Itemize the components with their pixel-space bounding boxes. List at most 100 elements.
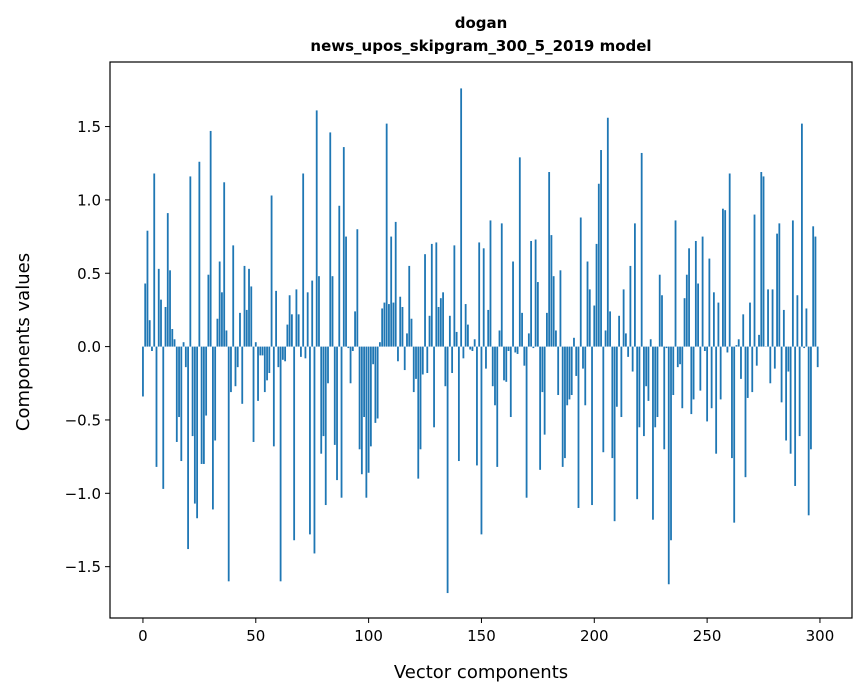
bar-11 xyxy=(167,213,169,346)
bar-77 xyxy=(316,110,318,346)
bar-41 xyxy=(235,347,237,387)
bar-233 xyxy=(668,347,670,585)
bar-57 xyxy=(271,195,273,346)
bar-230 xyxy=(661,295,663,346)
bar-180 xyxy=(548,172,550,347)
bar-220 xyxy=(639,347,641,428)
bar-297 xyxy=(812,226,814,346)
bar-145 xyxy=(469,347,471,350)
x-tick-label: 50 xyxy=(246,627,265,645)
bar-18 xyxy=(183,342,185,346)
bar-108 xyxy=(386,124,388,347)
bar-164 xyxy=(512,262,514,347)
bar-194 xyxy=(580,218,582,347)
bar-298 xyxy=(815,237,817,347)
bar-127 xyxy=(429,316,431,347)
bar-140 xyxy=(458,347,460,461)
y-tick-label: −1.5 xyxy=(65,558,101,576)
y-tick-label: 0.0 xyxy=(77,338,101,356)
x-tick-label: 300 xyxy=(806,627,835,645)
bar-161 xyxy=(505,347,507,382)
bar-45 xyxy=(244,266,246,347)
bar-174 xyxy=(535,240,537,347)
bar-33 xyxy=(217,319,219,347)
bar-215 xyxy=(627,347,629,357)
bar-258 xyxy=(724,210,726,346)
bar-51 xyxy=(257,347,259,401)
bar-176 xyxy=(539,347,541,470)
bar-259 xyxy=(727,347,729,353)
y-tick-label: −0.5 xyxy=(65,411,101,429)
bar-113 xyxy=(397,347,399,362)
bar-7 xyxy=(158,269,160,347)
bar-209 xyxy=(614,347,616,522)
bar-190 xyxy=(571,347,573,395)
bar-38 xyxy=(228,347,230,582)
bar-87 xyxy=(338,206,340,347)
bar-231 xyxy=(663,347,665,450)
bar-214 xyxy=(625,333,627,346)
bar-55 xyxy=(266,347,268,381)
bar-206 xyxy=(607,118,609,347)
bar-294 xyxy=(806,308,808,346)
bar-283 xyxy=(781,347,783,403)
bar-241 xyxy=(686,275,688,347)
bar-46 xyxy=(246,310,248,347)
bar-24 xyxy=(196,347,198,519)
bar-95 xyxy=(356,229,358,346)
bar-277 xyxy=(767,289,769,346)
bar-193 xyxy=(578,347,580,508)
bar-61 xyxy=(280,347,282,582)
bar-110 xyxy=(390,237,392,347)
bar-160 xyxy=(503,347,505,381)
bar-284 xyxy=(783,310,785,347)
bar-106 xyxy=(381,308,383,346)
bar-156 xyxy=(494,347,496,406)
bar-129 xyxy=(433,347,435,428)
bar-203 xyxy=(600,150,602,347)
bar-240 xyxy=(684,298,686,346)
bar-236 xyxy=(675,220,677,346)
bar-47 xyxy=(248,269,250,347)
bar-182 xyxy=(553,276,555,346)
bar-14 xyxy=(174,339,176,346)
bar-114 xyxy=(399,297,401,347)
bar-199 xyxy=(591,347,593,505)
bar-100 xyxy=(368,347,370,473)
bar-253 xyxy=(713,292,715,346)
bar-227 xyxy=(654,347,656,428)
bar-59 xyxy=(275,291,277,347)
bar-124 xyxy=(422,347,424,375)
x-axis-label: Vector components xyxy=(394,662,568,683)
bar-166 xyxy=(517,347,519,354)
bar-196 xyxy=(584,347,586,406)
bar-66 xyxy=(291,314,293,346)
bar-244 xyxy=(693,347,695,400)
bar-288 xyxy=(792,220,794,346)
bar-247 xyxy=(699,347,701,391)
bar-84 xyxy=(332,276,334,346)
bar-75 xyxy=(311,281,313,347)
bar-53 xyxy=(262,347,264,356)
bar-219 xyxy=(636,347,638,500)
bar-62 xyxy=(282,347,284,360)
bar-138 xyxy=(453,245,455,346)
bar-16 xyxy=(178,347,180,417)
bar-40 xyxy=(232,245,234,346)
bar-142 xyxy=(462,347,464,359)
bar-36 xyxy=(223,182,225,346)
bar-126 xyxy=(426,347,428,373)
bar-128 xyxy=(431,244,433,347)
bar-195 xyxy=(582,347,584,369)
bar-64 xyxy=(286,325,288,347)
bar-99 xyxy=(365,347,367,498)
bar-80 xyxy=(323,347,325,436)
bar-198 xyxy=(589,289,591,346)
bar-201 xyxy=(596,244,598,347)
bar-157 xyxy=(496,347,498,467)
bar-208 xyxy=(611,347,613,458)
bar-192 xyxy=(575,347,577,376)
bar-151 xyxy=(483,248,485,346)
bar-272 xyxy=(756,347,758,366)
bar-248 xyxy=(702,237,704,347)
